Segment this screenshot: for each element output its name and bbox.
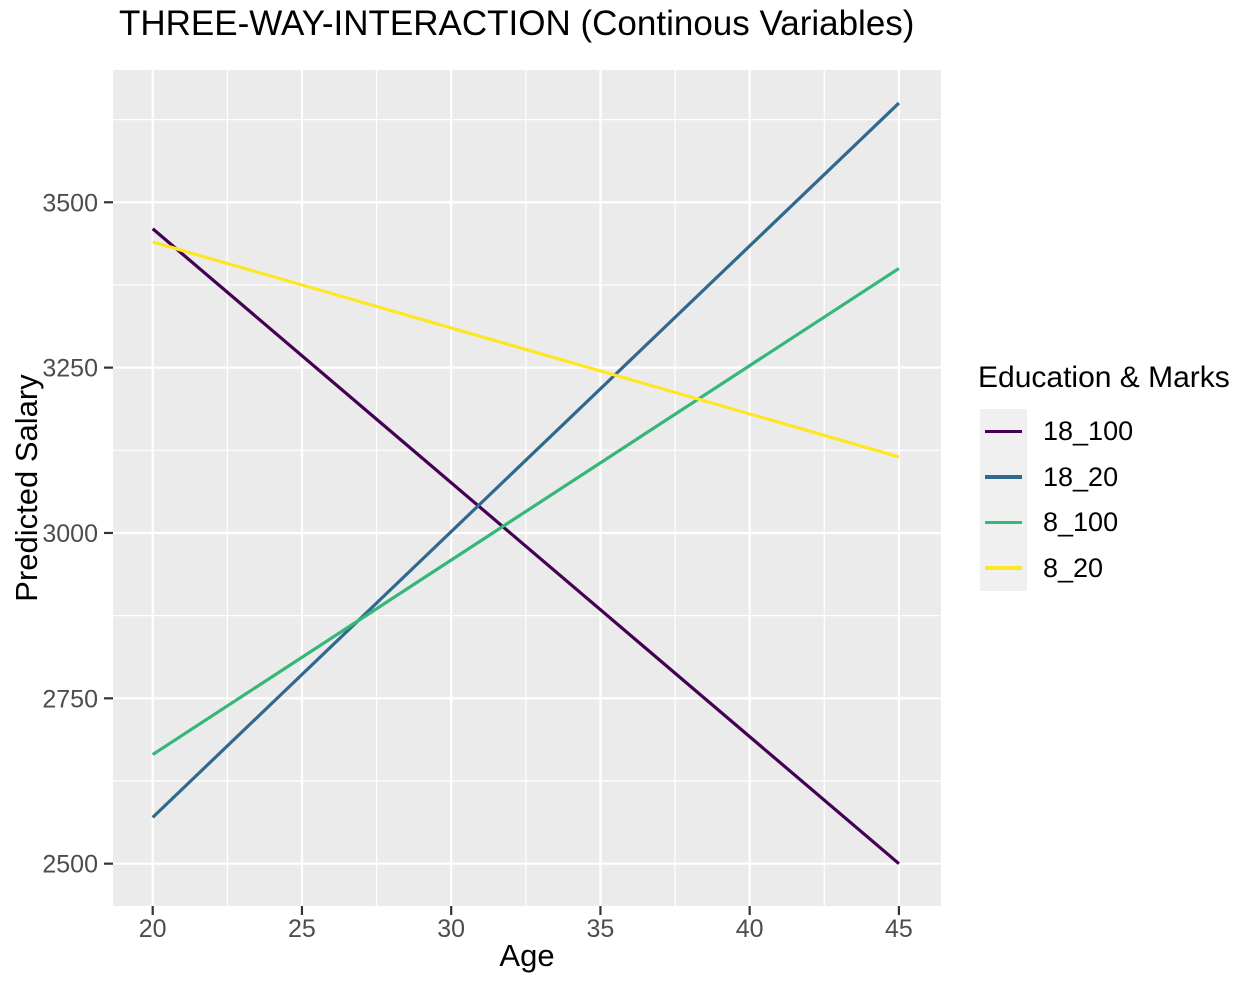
y-tick-label: 2750 <box>42 685 98 713</box>
y-tick-label: 3250 <box>42 355 98 383</box>
legend-items: 18_100 18_20 8_100 8_20 <box>980 409 1230 591</box>
x-tick-label: 35 <box>587 915 615 943</box>
x-tick-label: 25 <box>288 915 316 943</box>
legend-item-18_20: 18_20 <box>980 454 1230 500</box>
legend-label: 8_100 <box>1043 507 1119 538</box>
x-tick-label: 20 <box>139 915 167 943</box>
legend-title: Education & Marks <box>978 361 1230 394</box>
legend-key-line-icon <box>985 429 1022 434</box>
series-line-8_100 <box>151 267 900 756</box>
x-tick-label: 30 <box>437 915 465 943</box>
panel-background <box>113 70 941 906</box>
legend-item-8_20: 8_20 <box>980 545 1230 591</box>
legend-key <box>980 500 1027 546</box>
series-line-18_100 <box>151 227 900 865</box>
series-line-18_20 <box>151 101 901 819</box>
legend-label: 18_20 <box>1043 461 1119 492</box>
legend-key-line-icon <box>985 475 1022 479</box>
legend-label: 8_20 <box>1043 552 1104 583</box>
legend-key-line-icon <box>985 566 1022 570</box>
x-tick-label: 45 <box>885 915 913 943</box>
legend-key <box>980 454 1027 500</box>
legend-key <box>980 409 1027 455</box>
legend-key <box>980 545 1027 591</box>
series-line-8_20 <box>152 240 900 459</box>
legend-key-line-icon <box>985 520 1022 525</box>
x-axis-title: Age <box>499 938 555 973</box>
x-tick-label: 40 <box>736 915 764 943</box>
legend: Education & Marks 18_100 18_20 8_100 8_20 <box>978 361 1230 591</box>
y-tick-label: 3500 <box>42 189 98 217</box>
legend-label: 18_100 <box>1043 416 1134 447</box>
y-axis-title: Predicted Salary <box>9 374 44 602</box>
y-tick-label: 3000 <box>42 520 98 548</box>
y-tick-label: 2500 <box>42 851 98 879</box>
legend-item-18_100: 18_100 <box>980 409 1230 455</box>
legend-item-8_100: 8_100 <box>980 500 1230 546</box>
plot-title: THREE-WAY-INTERACTION (Continous Variabl… <box>119 4 915 43</box>
